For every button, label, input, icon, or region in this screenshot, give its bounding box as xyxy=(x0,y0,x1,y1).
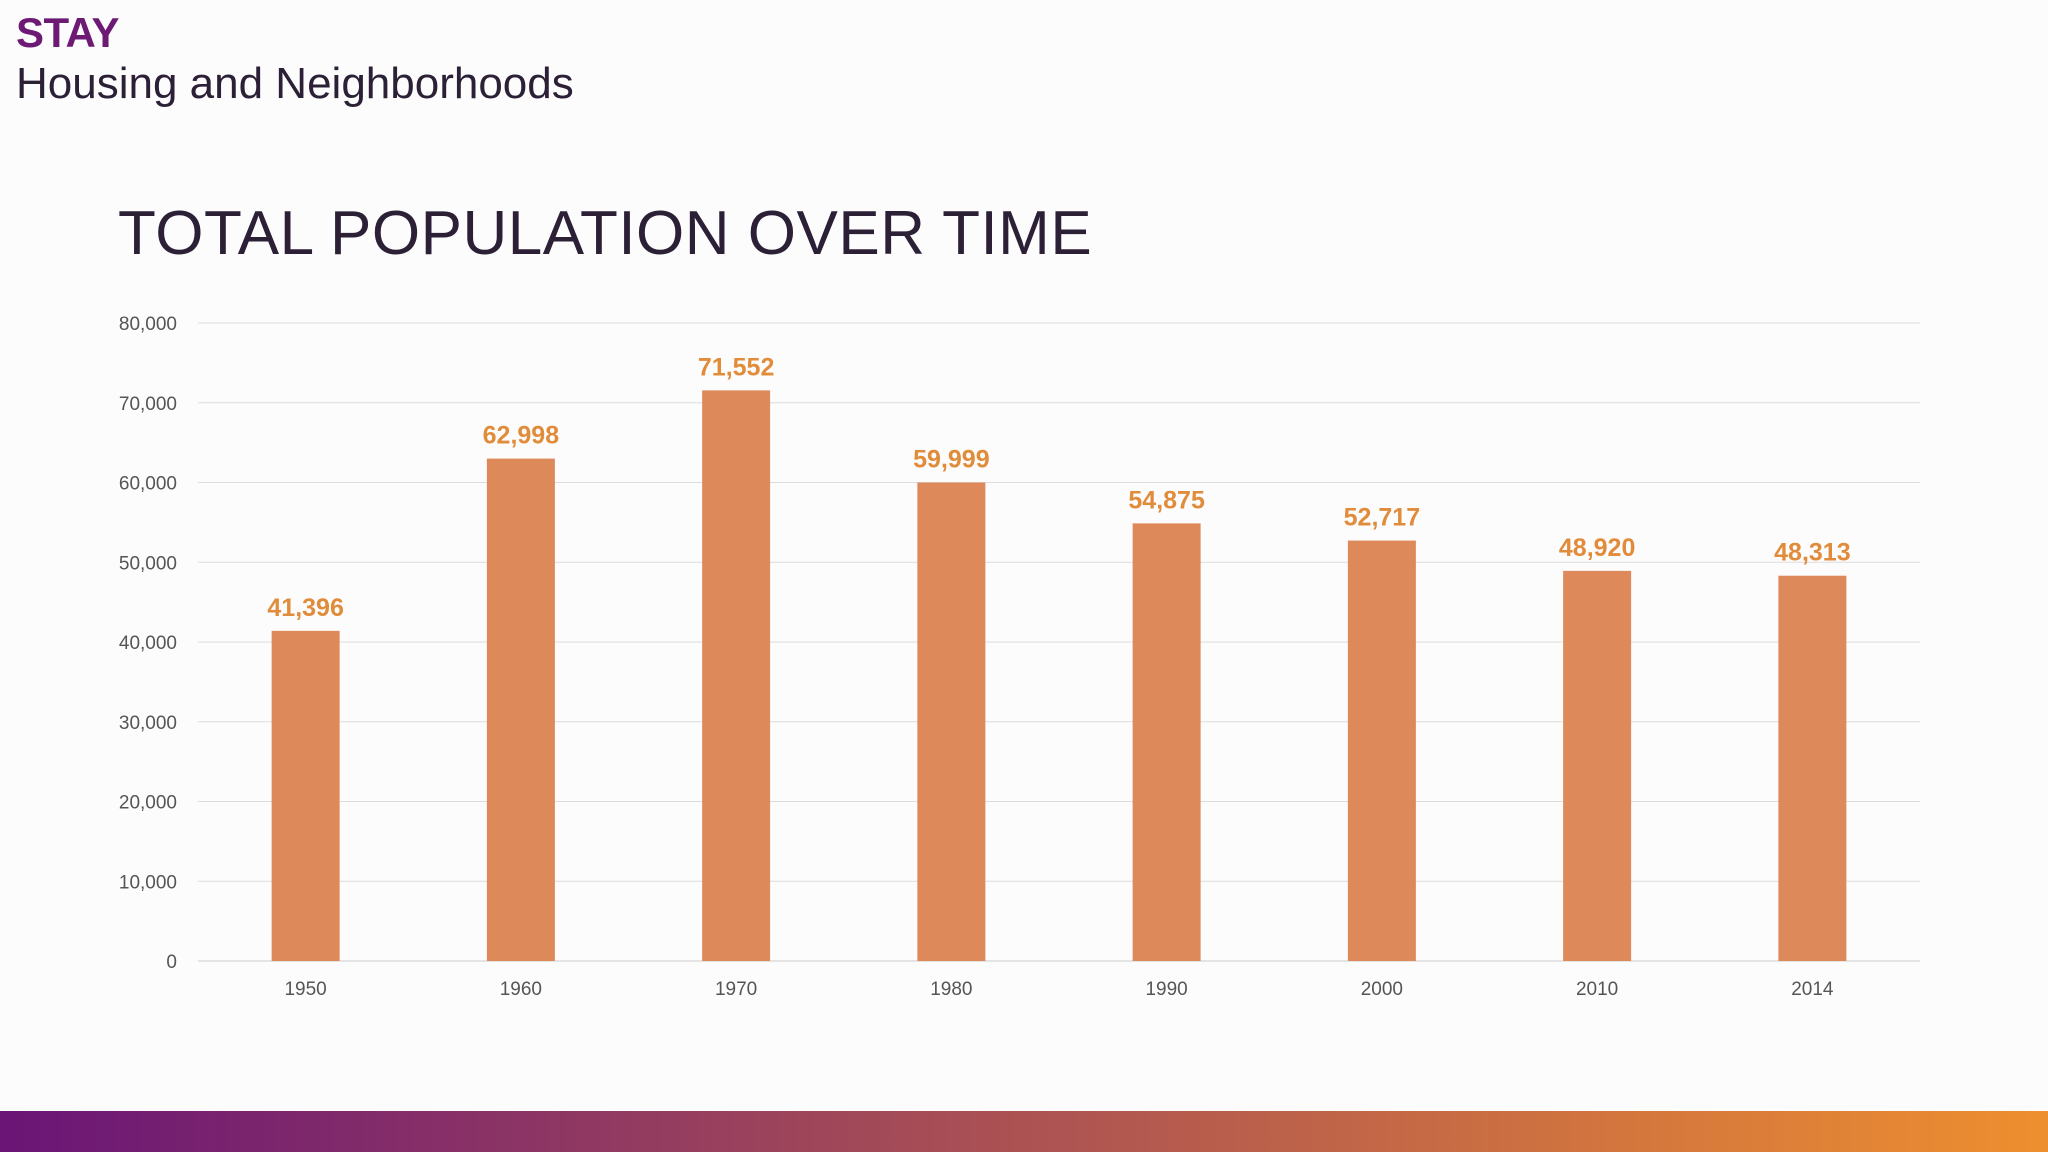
y-tick-label: 30,000 xyxy=(119,713,177,734)
section-subtitle: Housing and Neighborhoods xyxy=(16,59,574,108)
data-label-1990: 54,875 xyxy=(1128,486,1205,514)
x-tick-label: 1970 xyxy=(715,979,757,1000)
data-labels: 41,396 62,998 71,552 59,999 54,875 52,717 48,9… xyxy=(267,353,1850,621)
bar-1990 xyxy=(1132,523,1201,961)
bar-1950 xyxy=(271,630,340,961)
bar-1980 xyxy=(917,482,986,961)
x-tick-label: 2000 xyxy=(1361,979,1403,1000)
y-tick-label: 60,000 xyxy=(119,474,177,495)
y-tick-label: 70,000 xyxy=(119,394,177,415)
y-axis-ticks: 0 10,000 20,000 30,000 40,000 50,000 60,000 70,… xyxy=(119,314,177,973)
data-label-1980: 59,999 xyxy=(913,446,989,474)
data-label-2014: 48,313 xyxy=(1774,539,1850,567)
section-title: STAY xyxy=(16,9,120,56)
y-tick-label: 40,000 xyxy=(119,633,177,654)
x-tick-label: 2014 xyxy=(1791,979,1834,1000)
bar-2010 xyxy=(1563,570,1632,961)
data-label-1970: 71,552 xyxy=(698,353,774,381)
gridlines xyxy=(198,322,1920,962)
y-tick-label: 50,000 xyxy=(119,553,177,574)
chart-title: TOTAL POPULATION OVER TIME xyxy=(118,199,1093,268)
y-tick-label: 10,000 xyxy=(119,872,177,893)
x-tick-label: 1960 xyxy=(500,979,542,1000)
bar-2014 xyxy=(1778,575,1847,961)
x-tick-label: 2010 xyxy=(1576,979,1618,1000)
bar-1960 xyxy=(486,458,555,961)
y-tick-label: 80,000 xyxy=(119,314,177,335)
data-label-1950: 41,396 xyxy=(267,594,343,622)
data-label-2000: 52,717 xyxy=(1344,504,1420,532)
data-label-1960: 62,998 xyxy=(483,422,560,450)
x-axis-ticks: 1950 1960 1970 1980 1990 2000 2010 2014 xyxy=(284,979,1833,1000)
data-label-2010: 48,920 xyxy=(1559,534,1635,562)
brand-gradient-bar xyxy=(0,1111,2048,1152)
x-tick-label: 1990 xyxy=(1145,979,1187,1000)
bar-2000 xyxy=(1347,540,1416,961)
x-tick-label: 1980 xyxy=(930,979,972,1000)
bar-1970 xyxy=(702,390,771,961)
y-tick-label: 20,000 xyxy=(119,793,177,814)
y-tick-label: 0 xyxy=(166,952,177,973)
bars xyxy=(271,390,1847,961)
x-tick-label: 1950 xyxy=(284,979,326,1000)
